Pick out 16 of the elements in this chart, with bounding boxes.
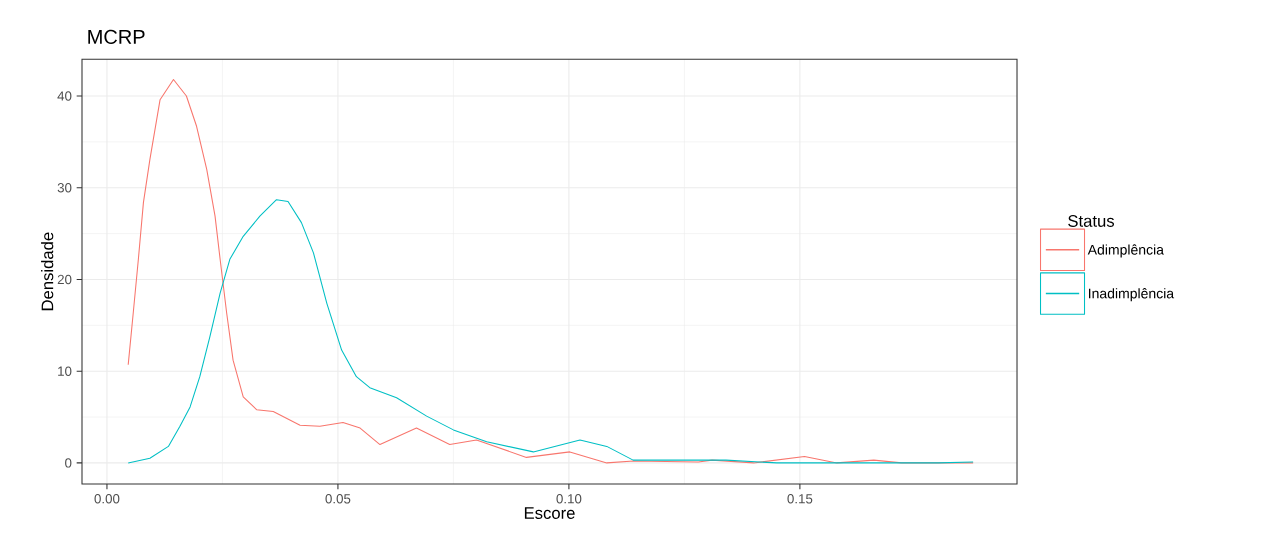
- x-tick-label: 0.05: [325, 494, 351, 504]
- x-tick-label: 0.15: [787, 494, 813, 504]
- y-tick-label: 10: [58, 366, 72, 376]
- chart-title: MCRP: [88, 29, 145, 44]
- line-series: [127, 78, 974, 464]
- x-axis-title: Escore: [524, 507, 575, 519]
- legend-title: Status: [1068, 215, 1115, 227]
- y-tick-label: 0: [65, 458, 72, 468]
- legend-label: Inadimplência: [1089, 288, 1175, 302]
- x-tick-label: 0.00: [94, 494, 120, 504]
- y-axis-title: Densidade: [41, 232, 54, 311]
- y-tick-label: 40: [57, 91, 72, 101]
- y-tick-label: 20: [57, 274, 72, 285]
- y-tick-label: 30: [57, 183, 72, 193]
- x-tick-label: 0.10: [556, 494, 582, 504]
- legend-label: Adimplência: [1087, 244, 1164, 258]
